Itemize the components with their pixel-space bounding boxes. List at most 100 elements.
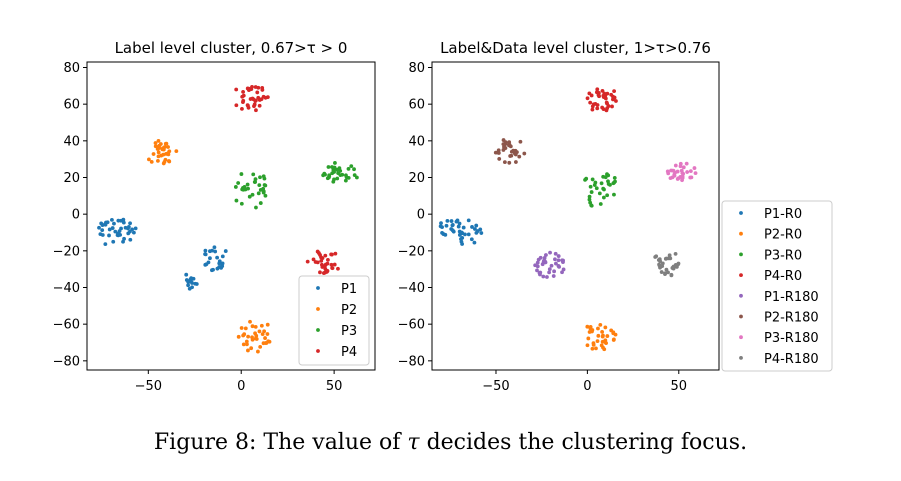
scatter-point-p1 — [100, 228, 105, 233]
scatter-point-p4 — [321, 271, 326, 275]
scatter-point-p3-r180 — [671, 168, 676, 173]
scatter-point-p2-r180 — [495, 150, 500, 155]
scatter-point-p2 — [162, 145, 167, 149]
scatter-point-p3-r180 — [688, 169, 693, 174]
caption-suffix: decides the clustering focus. — [419, 430, 748, 455]
scatter-point-p4 — [325, 269, 330, 273]
scatter-point-p3-r0 — [605, 193, 610, 198]
scatter-point-p2 — [248, 319, 252, 324]
scatter-point-p1-r180 — [535, 260, 540, 265]
scatter-point-p2 — [167, 159, 172, 164]
scatter-point-p2-r180 — [502, 160, 507, 164]
scatter-point-p2-r0 — [600, 334, 605, 339]
scatter-point-p3-r180 — [670, 175, 675, 180]
scatter-point-p3 — [327, 173, 332, 178]
scatter-point-p3 — [343, 178, 348, 183]
scatter-point-p3 — [332, 170, 336, 174]
scatter-point-p1 — [112, 221, 116, 226]
scatter-point-p4-r0 — [590, 104, 595, 109]
scatter-point-p2 — [149, 159, 154, 164]
scatter-point-p3 — [340, 172, 345, 177]
y-tick-label: −20 — [398, 244, 425, 259]
scatter-point-p1-r0 — [457, 229, 462, 234]
scatter-point-p1 — [130, 227, 134, 232]
scatter-point-p4-r0 — [601, 107, 606, 112]
scatter-point-p3 — [258, 201, 263, 205]
scatter-point-p2 — [253, 324, 258, 329]
scatter-point-p2-r180 — [512, 151, 517, 156]
scatter-point-p1 — [213, 249, 218, 254]
scatter-point-p3 — [336, 167, 341, 172]
scatter-point-p1 — [220, 254, 225, 259]
y-tick-label: −20 — [53, 244, 80, 259]
scatter-point-p1-r0 — [454, 219, 459, 224]
scatter-point-p1-r0 — [466, 218, 471, 223]
scatter-point-p4-r0 — [612, 89, 616, 94]
scatter-point-p1-r0 — [445, 218, 450, 223]
scatter-point-p1 — [103, 242, 108, 246]
scatter-point-p4 — [263, 95, 268, 100]
scatter-point-p1-r180 — [560, 258, 565, 263]
scatter-point-p1 — [220, 264, 225, 269]
scatter-point-p3-r0 — [601, 195, 606, 200]
scatter-point-p2 — [241, 342, 246, 347]
scatter-point-p3 — [239, 201, 244, 206]
scatter-point-p3-r0 — [592, 183, 597, 187]
scatter-point-p1 — [208, 256, 212, 261]
scatter-point-p1 — [99, 221, 104, 226]
scatter-point-p1 — [210, 248, 215, 253]
scatter-point-p4 — [246, 103, 250, 108]
scatter-point-p3 — [254, 205, 258, 210]
scatter-point-p2-r180 — [518, 139, 523, 144]
scatter-point-p4 — [241, 89, 245, 94]
scatter-point-p4 — [323, 253, 328, 258]
y-tick-label: 80 — [408, 61, 425, 76]
legend: P1-R0 P2-R0 P3-R0 P4-R0 P1-R180 P2-R180 P3-R18… — [721, 200, 833, 372]
legend-marker — [739, 356, 743, 360]
scatter-point-p1 — [116, 218, 121, 223]
scatter-point-p4 — [254, 98, 258, 103]
scatter-point-p2-r0 — [585, 343, 590, 348]
scatter-point-p3-r180 — [675, 169, 680, 174]
scatter-point-p1-r0 — [470, 225, 474, 229]
scatter-point-p2 — [265, 332, 270, 336]
scatter-point-p2 — [246, 348, 250, 353]
scatter-point-p3 — [240, 187, 245, 192]
scatter-point-p1 — [211, 267, 215, 272]
scatter-point-p4-r0 — [602, 91, 607, 96]
scatter-point-p1-r180 — [535, 268, 539, 273]
scatter-point-p4-r0 — [603, 96, 608, 101]
legend-box — [721, 200, 833, 372]
plot-frame — [86, 61, 376, 371]
scatter-point-p1 — [184, 272, 189, 277]
scatter-point-p1-r0 — [457, 221, 462, 226]
scatter-point-p4-r180 — [676, 262, 680, 267]
scatter-point-p1-r180 — [556, 254, 561, 258]
scatter-point-p2 — [254, 333, 259, 338]
scatter-point-p3-r0 — [612, 175, 617, 180]
scatter-point-p3 — [352, 167, 356, 172]
scatter-points — [438, 87, 698, 352]
scatter-point-p1 — [204, 262, 209, 267]
plot-frame — [431, 61, 720, 371]
scatter-point-p1-r0 — [479, 231, 484, 235]
y-tick-label: −60 — [398, 318, 425, 333]
scatter-point-p2-r0 — [586, 336, 591, 341]
legend-label: P1-R180 — [764, 290, 819, 305]
scatter-point-p2 — [156, 158, 160, 163]
scatter-point-p3-r180 — [685, 170, 690, 174]
scatter-point-p4 — [313, 260, 318, 264]
legend-label: P3-R0 — [764, 248, 802, 263]
legend-marker — [739, 252, 743, 257]
scatter-point-p3 — [262, 183, 267, 187]
scatter-point-p2-r180 — [502, 145, 506, 149]
scatter-point-p1 — [193, 281, 198, 286]
y-tick-label: 60 — [408, 98, 425, 113]
scatter-point-p4 — [234, 87, 239, 92]
scatter-point-p2 — [263, 336, 267, 340]
scatter-point-p1 — [110, 217, 114, 222]
scatter-point-p2 — [244, 339, 249, 344]
scatter-point-p2-r0 — [601, 345, 605, 350]
scatter-point-p1-r0 — [474, 223, 479, 228]
y-tick-label: −40 — [53, 281, 80, 296]
